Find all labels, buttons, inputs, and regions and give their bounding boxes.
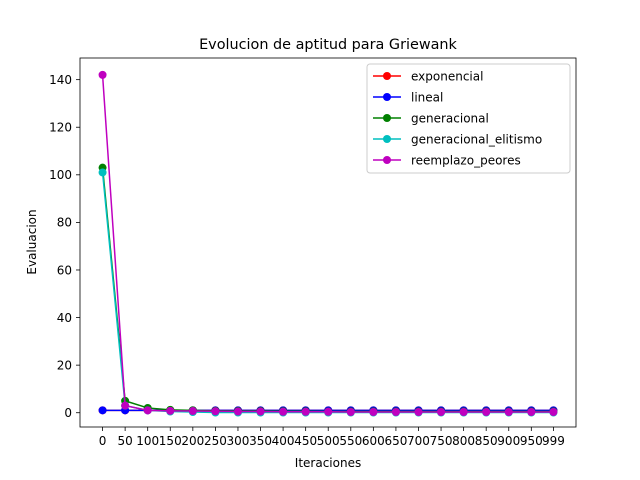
legend-label-generacional_elitismo: generacional_elitismo (411, 132, 542, 146)
y-tick-label: 20 (57, 358, 72, 372)
plot-area (79, 57, 577, 428)
x-tick-label: 900 (497, 434, 520, 448)
legend-marker-exponencial (383, 72, 391, 80)
x-tick-label: 950 (520, 434, 543, 448)
series-line-generacional_elitismo (101, 172, 554, 414)
data-point-reemplazo_peores (459, 408, 468, 417)
x-tick-label: 850 (475, 434, 498, 448)
legend-label-generacional: generacional (411, 111, 489, 125)
x-tick-label: 300 (227, 434, 250, 448)
x-tick-label: 400 (272, 434, 295, 448)
series-line-generacional (101, 167, 554, 413)
data-point-reemplazo_peores (549, 408, 558, 417)
y-tick-label: 60 (57, 263, 72, 277)
legend-label-exponencial: exponencial (411, 69, 483, 83)
legend-marker-generacional (383, 114, 391, 122)
x-tick-label: 100 (136, 434, 159, 448)
legend-marker-generacional_elitismo (383, 135, 391, 143)
data-point-reemplazo_peores (256, 407, 265, 416)
x-tick-label: 999 (542, 434, 565, 448)
x-tick-label: 200 (181, 434, 204, 448)
legend-label-lineal: lineal (411, 90, 443, 104)
legend-label-reemplazo_peores: reemplazo_peores (411, 153, 521, 167)
data-point-reemplazo_peores (279, 407, 288, 416)
data-point-reemplazo_peores (143, 406, 152, 415)
data-point-generacional_elitismo (98, 168, 107, 177)
y-tick-label: 0 (64, 406, 72, 420)
y-tick-label: 140 (49, 73, 72, 87)
legend-marker-reemplazo_peores (383, 156, 391, 164)
data-point-reemplazo_peores (504, 408, 513, 417)
y-axis-title: Evaluacion (25, 209, 39, 274)
legend: exponencial lineal generacional generaciona… (366, 63, 571, 174)
chart-title: Evolucion de aptitud para Griewank (199, 37, 457, 53)
data-point-reemplazo_peores (324, 407, 333, 416)
data-point-reemplazo_peores (369, 408, 378, 417)
x-tick-label: 250 (204, 434, 227, 448)
y-tick-label: 40 (57, 311, 72, 325)
x-tick-label: 550 (339, 434, 362, 448)
data-point-reemplazo_peores (414, 408, 423, 417)
y-tick-label: 120 (49, 121, 72, 135)
data-point-reemplazo_peores (301, 407, 310, 416)
data-point-reemplazo_peores (211, 407, 220, 416)
data-point-lineal (98, 406, 107, 415)
y-tick-label: 80 (57, 216, 72, 230)
data-point-reemplazo_peores (233, 407, 242, 416)
x-tick-label: 50 (117, 434, 132, 448)
legend-marker-lineal (383, 93, 391, 101)
y-tick-label: 100 (49, 168, 72, 182)
x-tick-label: 350 (249, 434, 272, 448)
x-tick-label: 500 (317, 434, 340, 448)
data-point-reemplazo_peores (482, 408, 491, 417)
data-point-reemplazo_peores (188, 407, 197, 416)
x-tick-label: 450 (294, 434, 317, 448)
x-axis: 0 50 100 150 200 250 300 350 400 450 500 550 600 650 7… (99, 427, 565, 448)
data-point-reemplazo_peores (166, 406, 175, 415)
x-tick-label: 0 (99, 434, 107, 448)
x-tick-label: 600 (362, 434, 385, 448)
data-point-reemplazo_peores (527, 408, 536, 417)
data-point-reemplazo_peores (437, 408, 446, 417)
x-tick-label: 800 (452, 434, 475, 448)
data-point-reemplazo_peores (98, 70, 107, 79)
x-tick-label: 750 (430, 434, 453, 448)
y-axis: 0 20 40 60 80 100 120 140 (49, 73, 80, 420)
data-point-reemplazo_peores (391, 408, 400, 417)
x-tick-label: 150 (159, 434, 182, 448)
x-tick-label: 700 (407, 434, 430, 448)
data-point-reemplazo_peores (346, 408, 355, 417)
legend-box (366, 63, 571, 174)
data-point-reemplazo_peores (121, 401, 130, 410)
x-tick-label: 650 (384, 434, 407, 448)
x-axis-title: Iteraciones (295, 456, 361, 470)
